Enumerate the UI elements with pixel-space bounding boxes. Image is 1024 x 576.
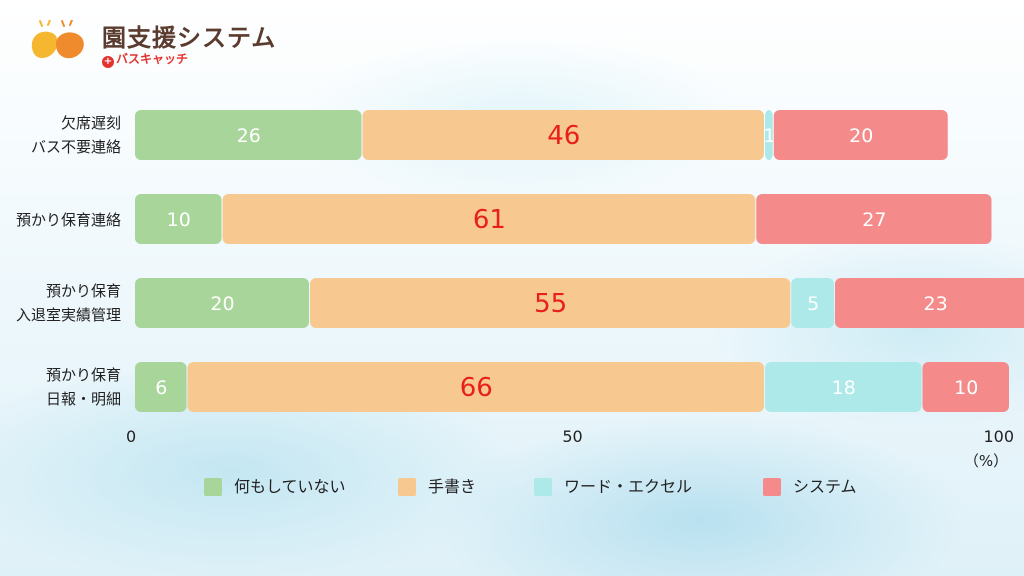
category-label: 日報・明細 (46, 390, 121, 408)
legend-swatch (763, 478, 781, 496)
bar-segment (765, 362, 922, 412)
data-label: 26 (237, 125, 261, 147)
bar-segment (922, 362, 1009, 412)
data-label: 23 (924, 293, 948, 315)
x-tick-label: 0 (126, 427, 136, 446)
legend-label: 何もしていない (234, 477, 346, 496)
data-label: 46 (547, 121, 580, 151)
data-label: 27 (862, 209, 886, 231)
x-tick-label: 100 (983, 427, 1014, 446)
category-label: バス不要連絡 (31, 138, 121, 156)
legend-swatch (204, 478, 222, 496)
data-label: 61 (473, 205, 506, 235)
data-label: 20 (849, 125, 873, 147)
legend-label: 手書き (428, 477, 477, 496)
bar-segment (135, 278, 309, 328)
x-tick-label: 50 (562, 427, 582, 446)
legend-label: システム (793, 477, 857, 496)
bar-segment (310, 278, 791, 328)
data-label: 18 (832, 377, 856, 399)
legend-swatch (398, 478, 416, 496)
data-label: 10 (954, 377, 978, 399)
category-label: 預かり保育連絡 (16, 211, 121, 229)
bar-segment (135, 362, 187, 412)
bus-catch-logo-icon (31, 20, 84, 59)
bar-segment (135, 194, 222, 244)
app-title: 園支援システム (102, 24, 277, 52)
bar-segment (773, 110, 948, 160)
bar-segment (756, 194, 992, 244)
category-label: 入退室実績管理 (16, 306, 121, 324)
bar-segment (791, 278, 834, 328)
chart-legend: 何もしていない 手書き ワード・エクセル システム (0, 476, 1024, 500)
data-label: 6 (155, 377, 167, 399)
data-label: 55 (534, 289, 567, 319)
data-label: 5 (807, 293, 819, 315)
plus-icon: + (102, 56, 114, 68)
legend-label: ワード・エクセル (564, 477, 693, 496)
app-subtitle: + バスキャッチ (102, 50, 188, 68)
x-unit-label: （%） (964, 452, 1008, 470)
bar-segment (765, 110, 773, 160)
bar-segment (835, 278, 1024, 328)
bar-segment (187, 362, 764, 412)
app-subtitle-label: バスキャッチ (116, 52, 189, 66)
legend-swatch (534, 478, 552, 496)
bar-segment (362, 110, 764, 160)
data-label: 1 (763, 125, 775, 147)
category-label: 預かり保育 (46, 282, 121, 300)
data-label: 10 (167, 209, 191, 231)
data-label: 66 (460, 373, 493, 403)
data-label: 20 (210, 293, 234, 315)
category-label: 預かり保育 (46, 366, 121, 384)
category-label: 欠席遅刻 (61, 114, 121, 132)
bar-segment (135, 110, 362, 160)
bar-segment (222, 194, 756, 244)
